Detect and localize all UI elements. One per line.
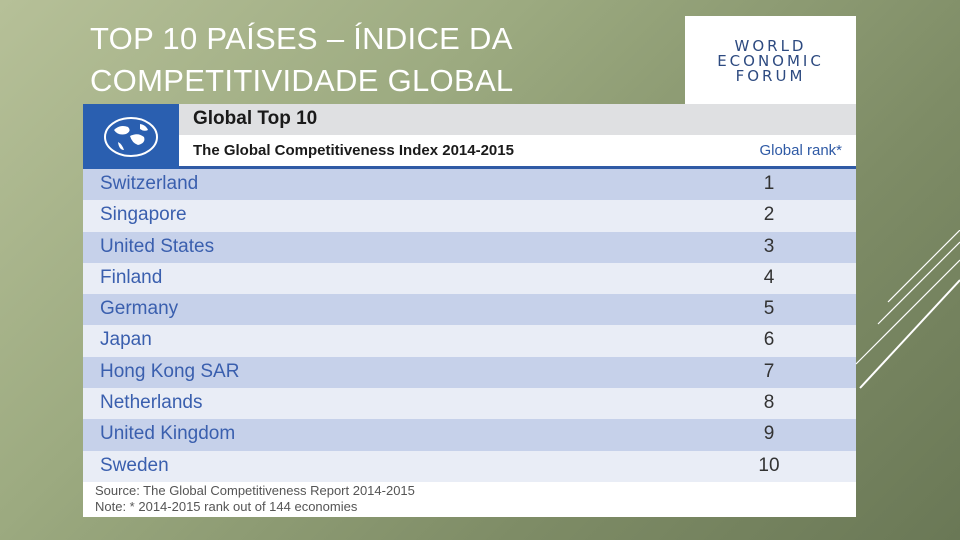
table-row: Singapore 2: [83, 200, 856, 232]
country-cell: United States: [100, 235, 215, 257]
table-row: United States 3: [83, 231, 856, 263]
country-cell: Finland: [100, 266, 163, 288]
table-header-bottom: [83, 135, 856, 169]
rank-cell: 1: [763, 173, 775, 194]
country-cell: Switzerland: [100, 173, 199, 194]
country-cell: Netherlands: [100, 392, 203, 414]
logo-line-3: FORUM: [735, 66, 806, 85]
slide-title: TOP 10 PAÍSES – ÍNDICE DA COMPETITIVIDAD…: [90, 18, 650, 102]
rank-cell: 9: [763, 423, 775, 445]
ranking-table: Global Top 10 The Global Competitiveness…: [83, 104, 856, 517]
table-row: Netherlands 8: [83, 388, 856, 420]
rank-cell: 4: [763, 266, 775, 288]
rank-cell: 6: [763, 329, 775, 351]
source-note: Source: The Global Competitiveness Repor…: [95, 483, 415, 515]
logo-line-1: WORLD: [734, 36, 807, 55]
rank-cell: 5: [763, 298, 775, 320]
footnote-text: Note: * 2014-2015 rank out of 144 econom…: [95, 499, 358, 514]
logo-line-2: ECONOMIC: [717, 51, 824, 70]
table-row: Hong Kong SAR 7: [83, 356, 856, 389]
table-row: Sweden 10: [83, 450, 856, 482]
rank-cell: 2: [763, 204, 775, 226]
rank-column-header: Global rank*: [759, 142, 842, 159]
rank-cell: 7: [763, 360, 775, 382]
table-row: Germany 5: [83, 294, 856, 326]
table-row: Japan 6: [83, 325, 856, 357]
country-cell: Singapore: [100, 204, 187, 226]
decorative-lines: [855, 230, 960, 389]
wef-logo: WORLD ECONOMIC FORUM: [685, 16, 856, 106]
country-cell: United Kingdom: [100, 423, 236, 445]
table-row: United Kingdom 9: [83, 419, 856, 451]
table-row: Finland 4: [83, 262, 856, 295]
table-subtitle: The Global Competitiveness Index 2014-20…: [193, 142, 514, 159]
rank-cell: 10: [758, 454, 780, 476]
table-row: Switzerland 1: [83, 169, 856, 201]
table-header-top: [83, 104, 856, 135]
rank-cell: 8: [763, 392, 775, 414]
country-cell: Japan: [100, 329, 152, 351]
rank-cell: 3: [763, 235, 775, 257]
slide-title-line-1: TOP 10 PAÍSES – ÍNDICE DA: [90, 21, 513, 56]
slide-title-line-2: COMPETITIVIDADE GLOBAL: [90, 63, 514, 98]
globe-icon: [83, 104, 179, 169]
country-cell: Sweden: [100, 454, 169, 476]
country-cell: Germany: [100, 298, 179, 320]
table-body: Switzerland 1 Singapore 2 United States …: [83, 169, 856, 482]
table-title: Global Top 10: [193, 108, 318, 129]
country-cell: Hong Kong SAR: [100, 360, 240, 382]
source-text: Source: The Global Competitiveness Repor…: [95, 483, 415, 498]
